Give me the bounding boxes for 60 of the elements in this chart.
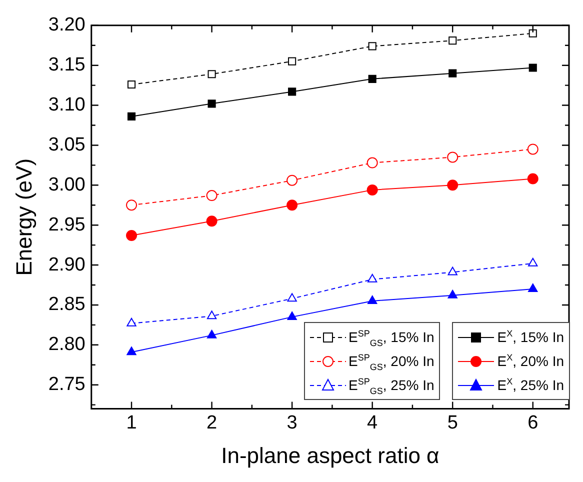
legend-label: E$^{X}$, 20% In bbox=[497, 350, 564, 370]
point bbox=[206, 310, 217, 320]
x-tick-label: 6 bbox=[528, 412, 538, 434]
x-tick-label: 2 bbox=[206, 412, 218, 434]
y-tick-label: 3.15 bbox=[48, 54, 86, 76]
point bbox=[287, 293, 297, 302]
y-tick-label: 3.00 bbox=[48, 174, 86, 196]
legend-label: E$^{SP}$$_{GS}$, 25% In bbox=[348, 374, 434, 398]
legend-label: E$^{X}$, 15% In bbox=[497, 326, 564, 346]
y-tick-label: 3.05 bbox=[48, 134, 86, 156]
point bbox=[368, 74, 376, 83]
point bbox=[286, 200, 298, 211]
point bbox=[206, 330, 217, 338]
point bbox=[528, 29, 537, 38]
point bbox=[288, 88, 296, 96]
legend-label: E$^{SP}$$_{GS}$, 20% In bbox=[348, 350, 434, 374]
point bbox=[206, 216, 218, 227]
legend-label: E$^{X}$, 25% In bbox=[497, 374, 564, 394]
y-tick-label: 3.10 bbox=[48, 94, 86, 116]
point bbox=[447, 152, 458, 163]
point bbox=[127, 80, 136, 89]
y-axis-title: Energy (eV) bbox=[11, 158, 36, 276]
point bbox=[368, 295, 378, 304]
point bbox=[527, 173, 538, 184]
point bbox=[127, 112, 136, 120]
point bbox=[126, 346, 136, 356]
y-tick-label: 2.80 bbox=[48, 334, 86, 356]
x-axis-title: In-plane aspect ratio α bbox=[221, 442, 440, 468]
y-tick-label: 2.75 bbox=[48, 374, 86, 396]
point bbox=[448, 36, 457, 45]
x-tick-label: 3 bbox=[286, 412, 298, 434]
y-tick-label: 3.20 bbox=[48, 14, 86, 36]
point bbox=[528, 258, 538, 266]
point bbox=[288, 57, 296, 66]
point bbox=[366, 157, 378, 168]
point bbox=[208, 100, 216, 108]
point bbox=[206, 190, 218, 202]
point bbox=[208, 70, 216, 78]
y-tick-label: 2.90 bbox=[48, 254, 86, 276]
point bbox=[447, 180, 458, 191]
point bbox=[528, 283, 538, 292]
y-tick-label: 2.85 bbox=[48, 294, 86, 316]
x-tick-label: 4 bbox=[367, 412, 378, 434]
point bbox=[126, 318, 136, 326]
point bbox=[126, 230, 138, 241]
point bbox=[368, 274, 378, 282]
x-tick-label: 5 bbox=[447, 412, 458, 434]
point bbox=[448, 266, 458, 276]
point bbox=[126, 200, 138, 211]
x-tick-label: 1 bbox=[126, 412, 137, 434]
point bbox=[448, 69, 457, 78]
point bbox=[366, 184, 378, 196]
point bbox=[528, 64, 537, 72]
y-tick-label: 2.95 bbox=[48, 214, 86, 236]
legend-label: E$^{SP}$$_{GS}$, 15% In bbox=[348, 326, 434, 350]
point bbox=[286, 174, 298, 186]
point bbox=[287, 311, 297, 320]
point bbox=[527, 144, 538, 155]
point bbox=[448, 290, 458, 298]
point bbox=[368, 42, 376, 50]
